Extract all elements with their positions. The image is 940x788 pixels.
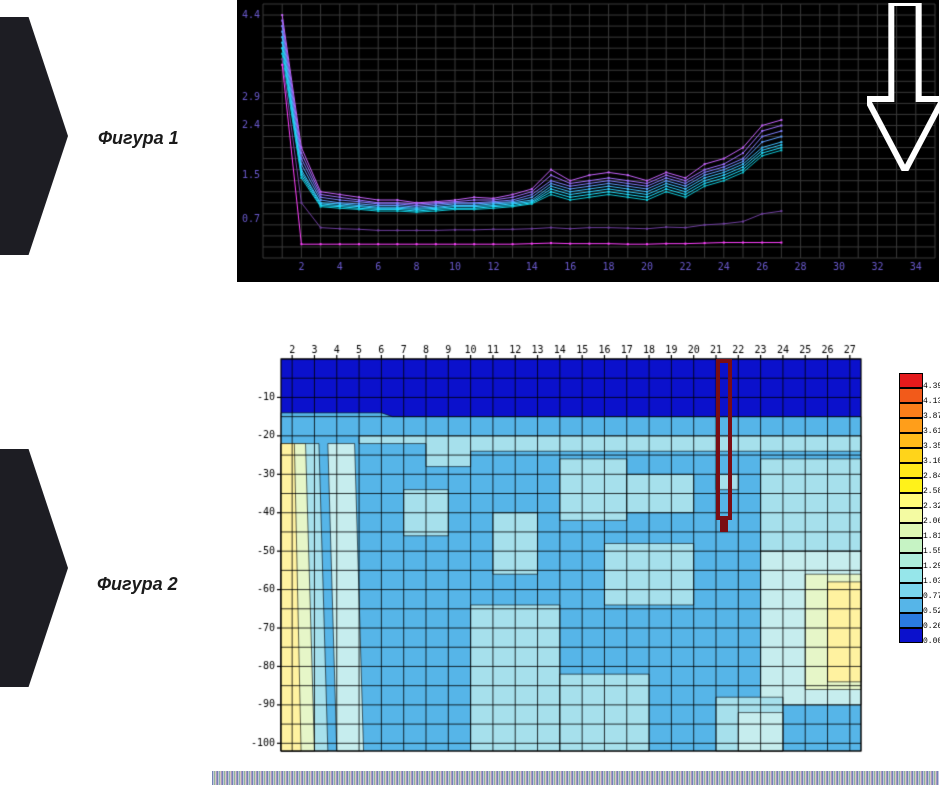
- legend-value: 2.32: [923, 502, 940, 511]
- highlight-box-annotation: [237, 337, 867, 757]
- legend-value: 0.77: [923, 592, 940, 601]
- legend-value: 3.10: [923, 457, 940, 466]
- legend-value: 3.87: [923, 412, 940, 421]
- legend-swatch: [899, 553, 923, 568]
- legend-value: 4.13: [923, 397, 940, 406]
- legend-swatch: [899, 493, 923, 508]
- legend-value: 3.61: [923, 427, 940, 436]
- legend-swatch: [899, 598, 923, 613]
- legend-swatch: [899, 583, 923, 598]
- legend-swatch: [899, 448, 923, 463]
- legend-swatch: [899, 433, 923, 448]
- legend-value: 2.84: [923, 472, 940, 481]
- decorative-texture-bar: [212, 771, 939, 785]
- legend-swatch: [899, 538, 923, 553]
- legend-swatch: [899, 373, 923, 388]
- legend-value: 1.29: [923, 562, 940, 571]
- color-legend: 4.39 4.13 3.87 3.61 3.35 3.10 2.84 2.58 2.32 2.06…: [899, 373, 940, 643]
- legend-swatch: [899, 478, 923, 493]
- legend-value: 1.55: [923, 547, 940, 556]
- legend-swatch: [899, 628, 923, 643]
- legend-value: 1.03: [923, 577, 940, 586]
- legend-swatch: [899, 523, 923, 538]
- legend-swatch: [899, 463, 923, 478]
- legend-value: 2.58: [923, 487, 940, 496]
- legend-swatch: [899, 613, 923, 628]
- figure-2-label: Фигура 2: [97, 574, 178, 595]
- legend-value: 0.26: [923, 622, 940, 631]
- legend-value: 0.00: [923, 637, 940, 646]
- figure-1-label: Фигура 1: [98, 128, 179, 149]
- arrow-annotation-icon: [867, 3, 940, 171]
- legend-value: 2.06: [923, 517, 940, 526]
- legend-value: 4.39: [923, 382, 940, 391]
- legend-swatch: [899, 508, 923, 523]
- legend-value: 0.52: [923, 607, 940, 616]
- legend-value: 1.81: [923, 532, 940, 541]
- legend-value: 3.35: [923, 442, 940, 451]
- heatmap-chart-figure-2: [237, 337, 867, 757]
- legend-swatch: [899, 568, 923, 583]
- legend-swatch: [899, 388, 923, 403]
- legend-swatch: [899, 403, 923, 418]
- legend-swatch: [899, 418, 923, 433]
- decor-chevron-top: [0, 17, 68, 255]
- line-chart-figure-1: [237, 0, 939, 282]
- decor-chevron-bottom: [0, 449, 68, 687]
